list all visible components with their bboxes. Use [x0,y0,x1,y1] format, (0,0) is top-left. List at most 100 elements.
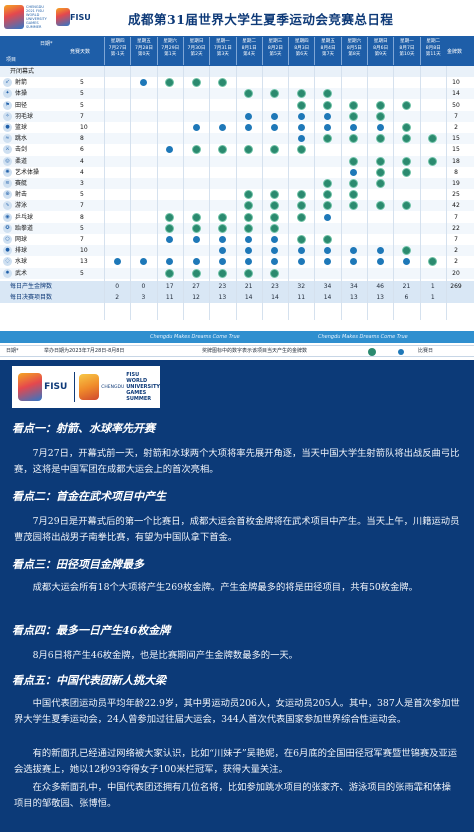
date-header-date: 8月7日 [399,45,415,51]
sport-gold-total: 18 [452,157,460,165]
date-column-header: 星期日 8月6日 第9天 [367,37,393,65]
grid-line [182,66,184,320]
daily-gold-row-value: 34 [323,282,332,290]
diving-icon: ≈ [3,134,12,144]
sport-row: ✪ 跆拳道 5 22 [0,222,474,234]
sport-gold-total: 8 [454,168,458,176]
date-header-week: 星期日 [189,39,204,44]
volleyball-icon: ● [3,246,12,256]
medal-day-icon [375,156,385,166]
medal-day-icon [401,100,411,110]
competition-day-dot [376,258,384,266]
logo-divider [73,372,75,402]
daily-final-row-label: 每日决赛项目数 [10,294,53,301]
sport-name: 网球 [15,236,28,243]
sport-days: 8 [80,135,84,143]
daily-final-row-value: 14 [244,294,253,301]
date-header-date: 7月28日 [134,45,153,51]
rowing-icon: ≋ [3,179,12,188]
daily-gold-row-value: 0 [141,282,146,290]
sport-row: ⚔ 击剑 6 15 [0,144,474,156]
slogan-text-repeat: Chengdu Makes Dreams Come True [318,334,408,340]
medal-day-icon [401,134,411,144]
grid-line [235,66,237,320]
competition-day-dot [324,124,332,131]
competition-day-dot [297,135,305,143]
sport-name: 水球 [15,258,28,266]
medal-day-icon [270,190,280,200]
daily-final-row-value: 12 [192,294,200,301]
date-header-week: 星期日 [373,39,388,44]
date-header-day: 第11天 [425,52,441,57]
date-column-header: 星期六 7月29日 第1天 [156,37,183,65]
date-column-header: 星期六 8月5日 第8天 [340,37,367,65]
competition-day-dot [218,236,226,243]
competition-day-dot [324,213,332,221]
date-header-date: 8月1日 [241,45,257,51]
sport-days: 10 [80,247,88,255]
medal-day-icon [323,89,333,99]
date-header-week: 星期四 [294,39,309,44]
legend-dot-note: 比赛日 [418,348,434,354]
wugs-line-1: FISU [126,372,140,378]
date-column-header: 星期五 8月4日 第7天 [314,37,340,65]
competition-day-dot [271,236,279,243]
fisu-logo-text: FISU [70,12,91,22]
medal-day-icon [296,235,306,244]
competition-day-dot [192,236,200,243]
daily-final-row-value: 3 [141,294,146,301]
competition-day-dot [218,124,226,131]
competition-day-dot [245,247,253,255]
section-2-paragraph: 7月29日是开幕式后的第一个比赛日，成都大运会首枚金牌将在武术项目中产生。当天上… [14,516,460,543]
grid-line [261,66,263,320]
sport-row: ● 排球 10 2 [0,245,474,257]
swimming-icon: ∿ [3,201,12,211]
fencing-icon: ⚔ [3,145,12,155]
date-header-day: 第4天 [243,52,256,57]
fisu-emblem-icon [56,8,70,26]
badminton-icon: ✧ [3,111,12,121]
section-1-title: 看点一：射箭、水球率先开赛 [12,422,155,435]
competition-day-dot [271,258,279,266]
archery-icon: ➶ [3,78,12,88]
logos-strip: FISU CHENGDU FISU WORLD UNIVERSITY GAMES… [12,366,160,408]
date-header-week: 星期六 [163,39,178,44]
chengdu-large-text: CHENGDU [101,384,125,390]
sport-days: 8 [80,213,84,221]
section-3-paragraph: 成都大运会所有18个大项将产生269枚金牌。产生金牌最多的将是田径项目，共有50… [32,582,418,593]
sport-gold-total: 10 [452,79,460,87]
sport-gold-total: 20 [452,269,460,277]
daily-final-row-value: 11 [297,294,306,301]
sport-name: 跆拳道 [15,224,34,232]
sport-days: 6 [80,146,84,154]
legend-medal-icon [368,348,376,356]
sport-gold-total: 7 [454,213,458,221]
medal-day-icon [323,134,333,144]
sport-gold-total: 19 [452,180,460,187]
daily-gold-row-value: 0 [115,282,120,290]
date-header-day: 第5天 [269,52,282,57]
shooting-icon: ⊕ [3,190,12,200]
sport-name: 跳水 [15,135,28,143]
artistic-gym-icon: ✺ [3,167,12,177]
daily-final-row-value: 13 [376,294,384,301]
legend-date-label: 日期* [6,348,19,354]
competition-day-dot [166,236,174,243]
daily-gold-row-value: 23 [218,282,227,290]
field-icon: ⚑ [3,100,12,110]
daily-final-row-value: 11 [165,294,174,301]
section-5-paragraph-2: 有的新面孔已经通过网络被大家认识，比如“川妹子”吴艳妮，在6月底的全国田径冠军赛… [14,748,458,775]
gold-column-label: 金牌数 [447,49,463,55]
sport-name: 游泳 [15,202,28,210]
total-gold-count: 269 [450,282,462,290]
medal-day-icon [375,201,385,211]
medal-day-icon [375,167,385,177]
date-header-day: 第9天 [374,52,387,57]
wugs-line-2: WORLD [126,378,148,384]
competition-day-dot [166,146,174,154]
date-header-week: 星期五 [137,39,151,44]
grid-line [340,66,342,320]
date-header-week: 星期二 [426,39,441,44]
medal-day-icon [217,145,227,155]
daily-final-row-value: 6 [404,294,409,301]
